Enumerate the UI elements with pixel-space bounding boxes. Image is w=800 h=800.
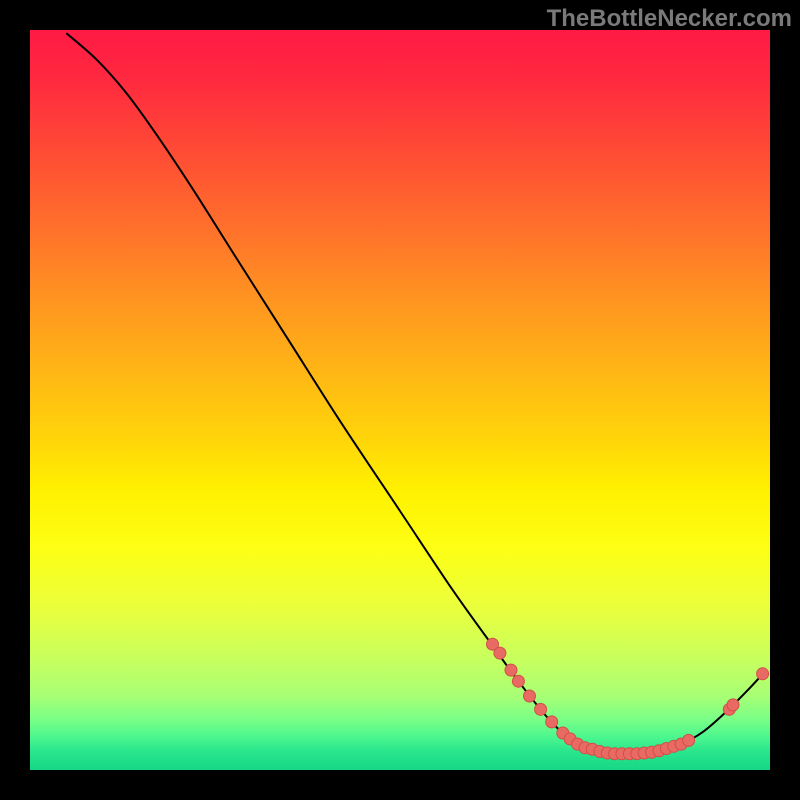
plot-area: [30, 30, 770, 770]
data-marker: [494, 647, 506, 659]
data-marker: [505, 664, 517, 676]
data-marker: [757, 668, 769, 680]
data-marker: [512, 675, 524, 687]
watermark-text: TheBottleNecker.com: [547, 5, 792, 33]
data-marker: [524, 690, 536, 702]
data-marker: [727, 699, 739, 711]
chart-container: TheBottleNecker.com: [0, 0, 800, 800]
bottleneck-curve: [67, 34, 766, 754]
curve-svg: [30, 30, 770, 770]
data-marker: [546, 716, 558, 728]
data-marker: [535, 703, 547, 715]
data-marker: [683, 734, 695, 746]
